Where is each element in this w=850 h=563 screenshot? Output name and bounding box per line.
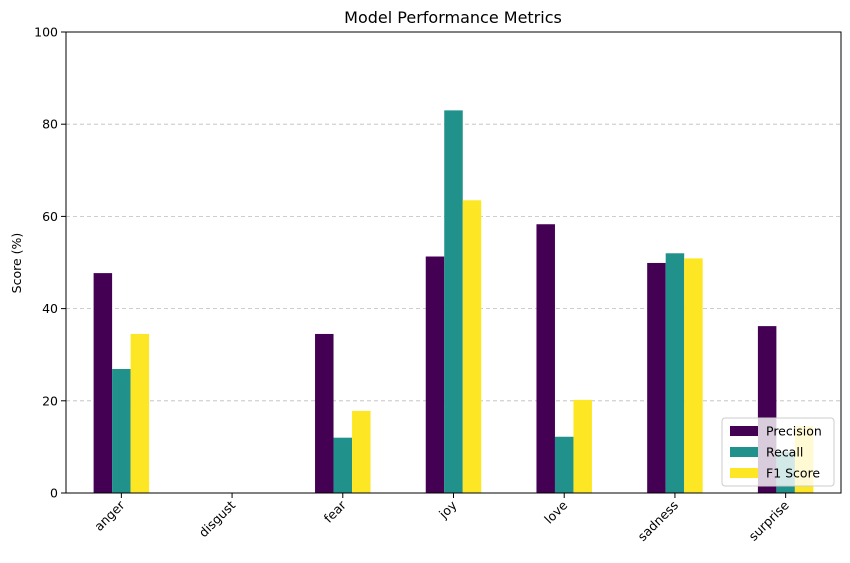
legend-label: Precision [766, 424, 822, 439]
x-tick-label: anger [91, 497, 128, 534]
x-tick-label: surprise [746, 497, 792, 543]
bar-f1-score-joy [462, 200, 482, 493]
legend-swatch [730, 426, 758, 436]
y-tick-label: 80 [42, 117, 58, 132]
legend-swatch [730, 447, 758, 457]
y-tick-label: 100 [34, 25, 58, 40]
bar-precision-joy [425, 256, 445, 493]
legend-label: Recall [766, 445, 803, 460]
x-tick-label: sadness [635, 498, 681, 544]
bar-precision-anger [93, 273, 113, 493]
legend: Precision Recall F1 Score [721, 417, 835, 487]
bar-precision-fear [315, 333, 334, 493]
bar-recall-joy [444, 110, 463, 494]
bar-recall-love [554, 436, 574, 493]
bar-precision-love [536, 224, 555, 493]
legend-swatch [730, 468, 758, 478]
bar-recall-fear [333, 437, 353, 493]
y-axis: 0 20 40 60 80 100 [34, 25, 66, 501]
chart-title: Model Performance Metrics [344, 8, 562, 27]
bar-f1-score-love [573, 399, 592, 493]
bars [93, 110, 814, 494]
x-tick-label: disgust [196, 497, 239, 540]
bar-precision-sadness [647, 262, 666, 493]
y-axis-label: Score (%) [9, 233, 24, 294]
y-tick-label: 40 [42, 301, 58, 316]
y-tick-label: 60 [42, 209, 58, 224]
bar-f1-score-fear [352, 410, 371, 493]
y-tick-label: 0 [50, 486, 58, 501]
x-axis: anger disgust fear joy love sadness surprise [91, 493, 792, 544]
y-tick-label: 20 [42, 393, 58, 408]
legend-label: F1 Score [766, 466, 820, 481]
x-tick-label: joy [435, 497, 460, 522]
bar-recall-anger [112, 368, 131, 493]
x-tick-label: love [541, 497, 570, 526]
x-tick-label: fear [321, 497, 350, 526]
bar-recall-sadness [665, 253, 685, 493]
bar-f1-score-sadness [684, 258, 703, 493]
bar-f1-score-anger [130, 333, 150, 493]
